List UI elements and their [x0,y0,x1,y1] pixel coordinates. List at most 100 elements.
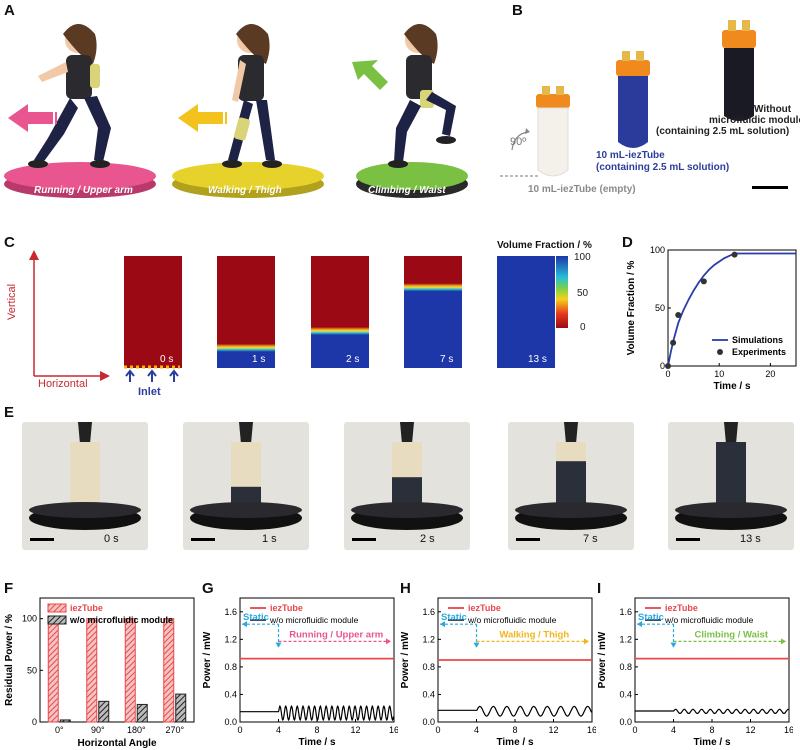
x-axis-label: Time / s [298,737,335,748]
sim-fluid-3 [404,287,462,368]
photo-clamp-icon [78,422,92,444]
photo-clamp-icon [239,422,253,444]
photo-3 [508,422,634,550]
photo-0 [22,422,148,550]
simulation-panels [124,256,555,368]
panel-c: Vertical Horizontal Inlet Volume Fractio… [0,232,620,402]
bar-ieztube [163,618,175,723]
panel-letter-g: G [202,580,214,597]
climber-figure-icon [388,24,456,168]
x-tick-label: 16 [784,725,793,735]
vertical-label: Vertical [6,283,18,320]
experiment-point [670,339,677,346]
static-arrow-head [637,621,642,628]
filled-tube-label-line1: 10 mL-iezTube [596,150,665,161]
photo-clamp-icon [564,422,578,444]
x-tick-label: 20 [765,369,775,379]
sim-fluid-4 [497,256,555,368]
motion-arrow-head [386,638,391,645]
x-tick-label: 8 [709,725,714,735]
experiment-point [700,278,707,285]
without-module-line [635,708,789,714]
x-axis-label: Horizontal Angle [77,738,157,749]
photo-dish-top [351,502,463,518]
colorbar-tick-50: 50 [577,288,589,299]
x-tick-label: 16 [587,725,596,735]
photo-dish-top [675,502,787,518]
panel-letter-b: B [512,2,523,19]
legend-exp-swatch [717,349,723,355]
panel-e: 0 s 1 s 2 s 7 s 13 s [0,402,800,580]
static-drop-head [275,642,282,648]
legend-label-ieztube: iezTube [270,603,303,613]
colorbar-title: Volume Fraction / % [497,240,592,251]
motion-arrow-head [781,638,786,645]
panel-letter-i: I [597,580,602,597]
without-module-line [438,705,593,717]
x-tick-label: 12 [745,725,755,735]
sim-front-2 [311,327,369,336]
motion-label: Running / Upper arm [289,629,383,640]
panel-a: Running / Upper arm Walking / Thigh Clim… [0,0,500,215]
y-tick-label: 0.0 [619,717,632,727]
y-tick-label: 1.2 [224,634,237,644]
panel-h: 0 4 8 12 16 0.0 0.4 0.8 1.2 1.6 Time / s Power / mW… [396,580,597,750]
legend-sim-label: Simulations [732,335,783,345]
left-arrow-icon-pink [8,104,57,132]
panel-letter-f: F [4,580,14,597]
sim-time-2: 2 s [346,354,360,365]
walking-label: Walking / Thigh [208,185,282,196]
legend-swatch-ieztube [47,603,67,613]
filled-tube-icon [616,51,650,148]
x-tick-label: 0 [632,725,637,735]
photo-drawing-3 [515,422,627,530]
sim-panel-0 [124,256,182,368]
x-tick-label: 90° [91,725,105,735]
motion-label: Walking / Thigh [499,629,569,640]
panel-b-tubes [500,20,756,177]
y-tick-label: 100 [22,614,37,624]
static-label: Static [638,612,664,623]
y-tick-label: 100 [650,245,665,255]
filled-tube-label-line2: (containing 2.5 mL solution) [596,162,730,173]
photo-time-1: 1 s [262,533,277,545]
without-label-line1: Without [754,104,792,115]
empty-tube-icon [536,86,570,177]
x-tick-label: 16 [389,725,398,735]
y-tick-label: 1.2 [619,634,632,644]
x-tick-label: 0 [435,725,440,735]
y-tick-label: 0.8 [224,662,237,672]
sim-time-0: 0 s [160,354,174,365]
photo-tube-body [70,442,100,506]
legend-label-without: w/o microfluidic module [269,615,359,625]
x-tick-label: 0 [237,725,242,735]
up-left-arrow-icon-green [352,60,388,90]
left-arrow-icon-yellow [178,104,227,132]
x-tick-label: 8 [512,725,517,735]
running-label: Running / Upper arm [34,185,133,196]
y-axis-label: Power / mW [597,631,608,688]
y-axis-label: Residual Power / % [4,614,15,706]
x-tick-label: 0° [55,725,64,735]
panel-i: 0 4 8 12 16 0.0 0.4 0.8 1.2 1.6 Time / s Power / mW… [593,580,794,750]
sim-time-1: 1 s [252,354,266,365]
photo-drawing-1 [190,422,302,530]
legend-label-ieztube: iezTube [70,603,103,613]
photo-tube-fluid [556,461,586,506]
x-axis-label: Time / s [693,737,730,748]
legend-label-without: w/o microfluidic module [69,615,173,625]
x-tick-label: 12 [548,725,558,735]
colorbar-tick-0: 0 [580,322,586,333]
plot-frame [39,597,195,723]
y-tick-label: 1.6 [422,607,435,617]
x-tick-label: 4 [671,725,676,735]
legend-label-ieztube: iezTube [468,603,501,613]
photo-dish-top [515,502,627,518]
experiment-point [665,363,671,369]
panel-letter-a: A [4,2,15,19]
x-axis-label: Time / s [713,381,750,392]
static-drop-head [670,642,677,648]
chart-h: 0 4 8 12 16 0.0 0.4 0.8 1.2 1.6 Time / s Power / mW… [400,597,597,748]
inlet-arrows-icon [125,369,179,382]
photo-time-2: 2 s [420,533,435,545]
